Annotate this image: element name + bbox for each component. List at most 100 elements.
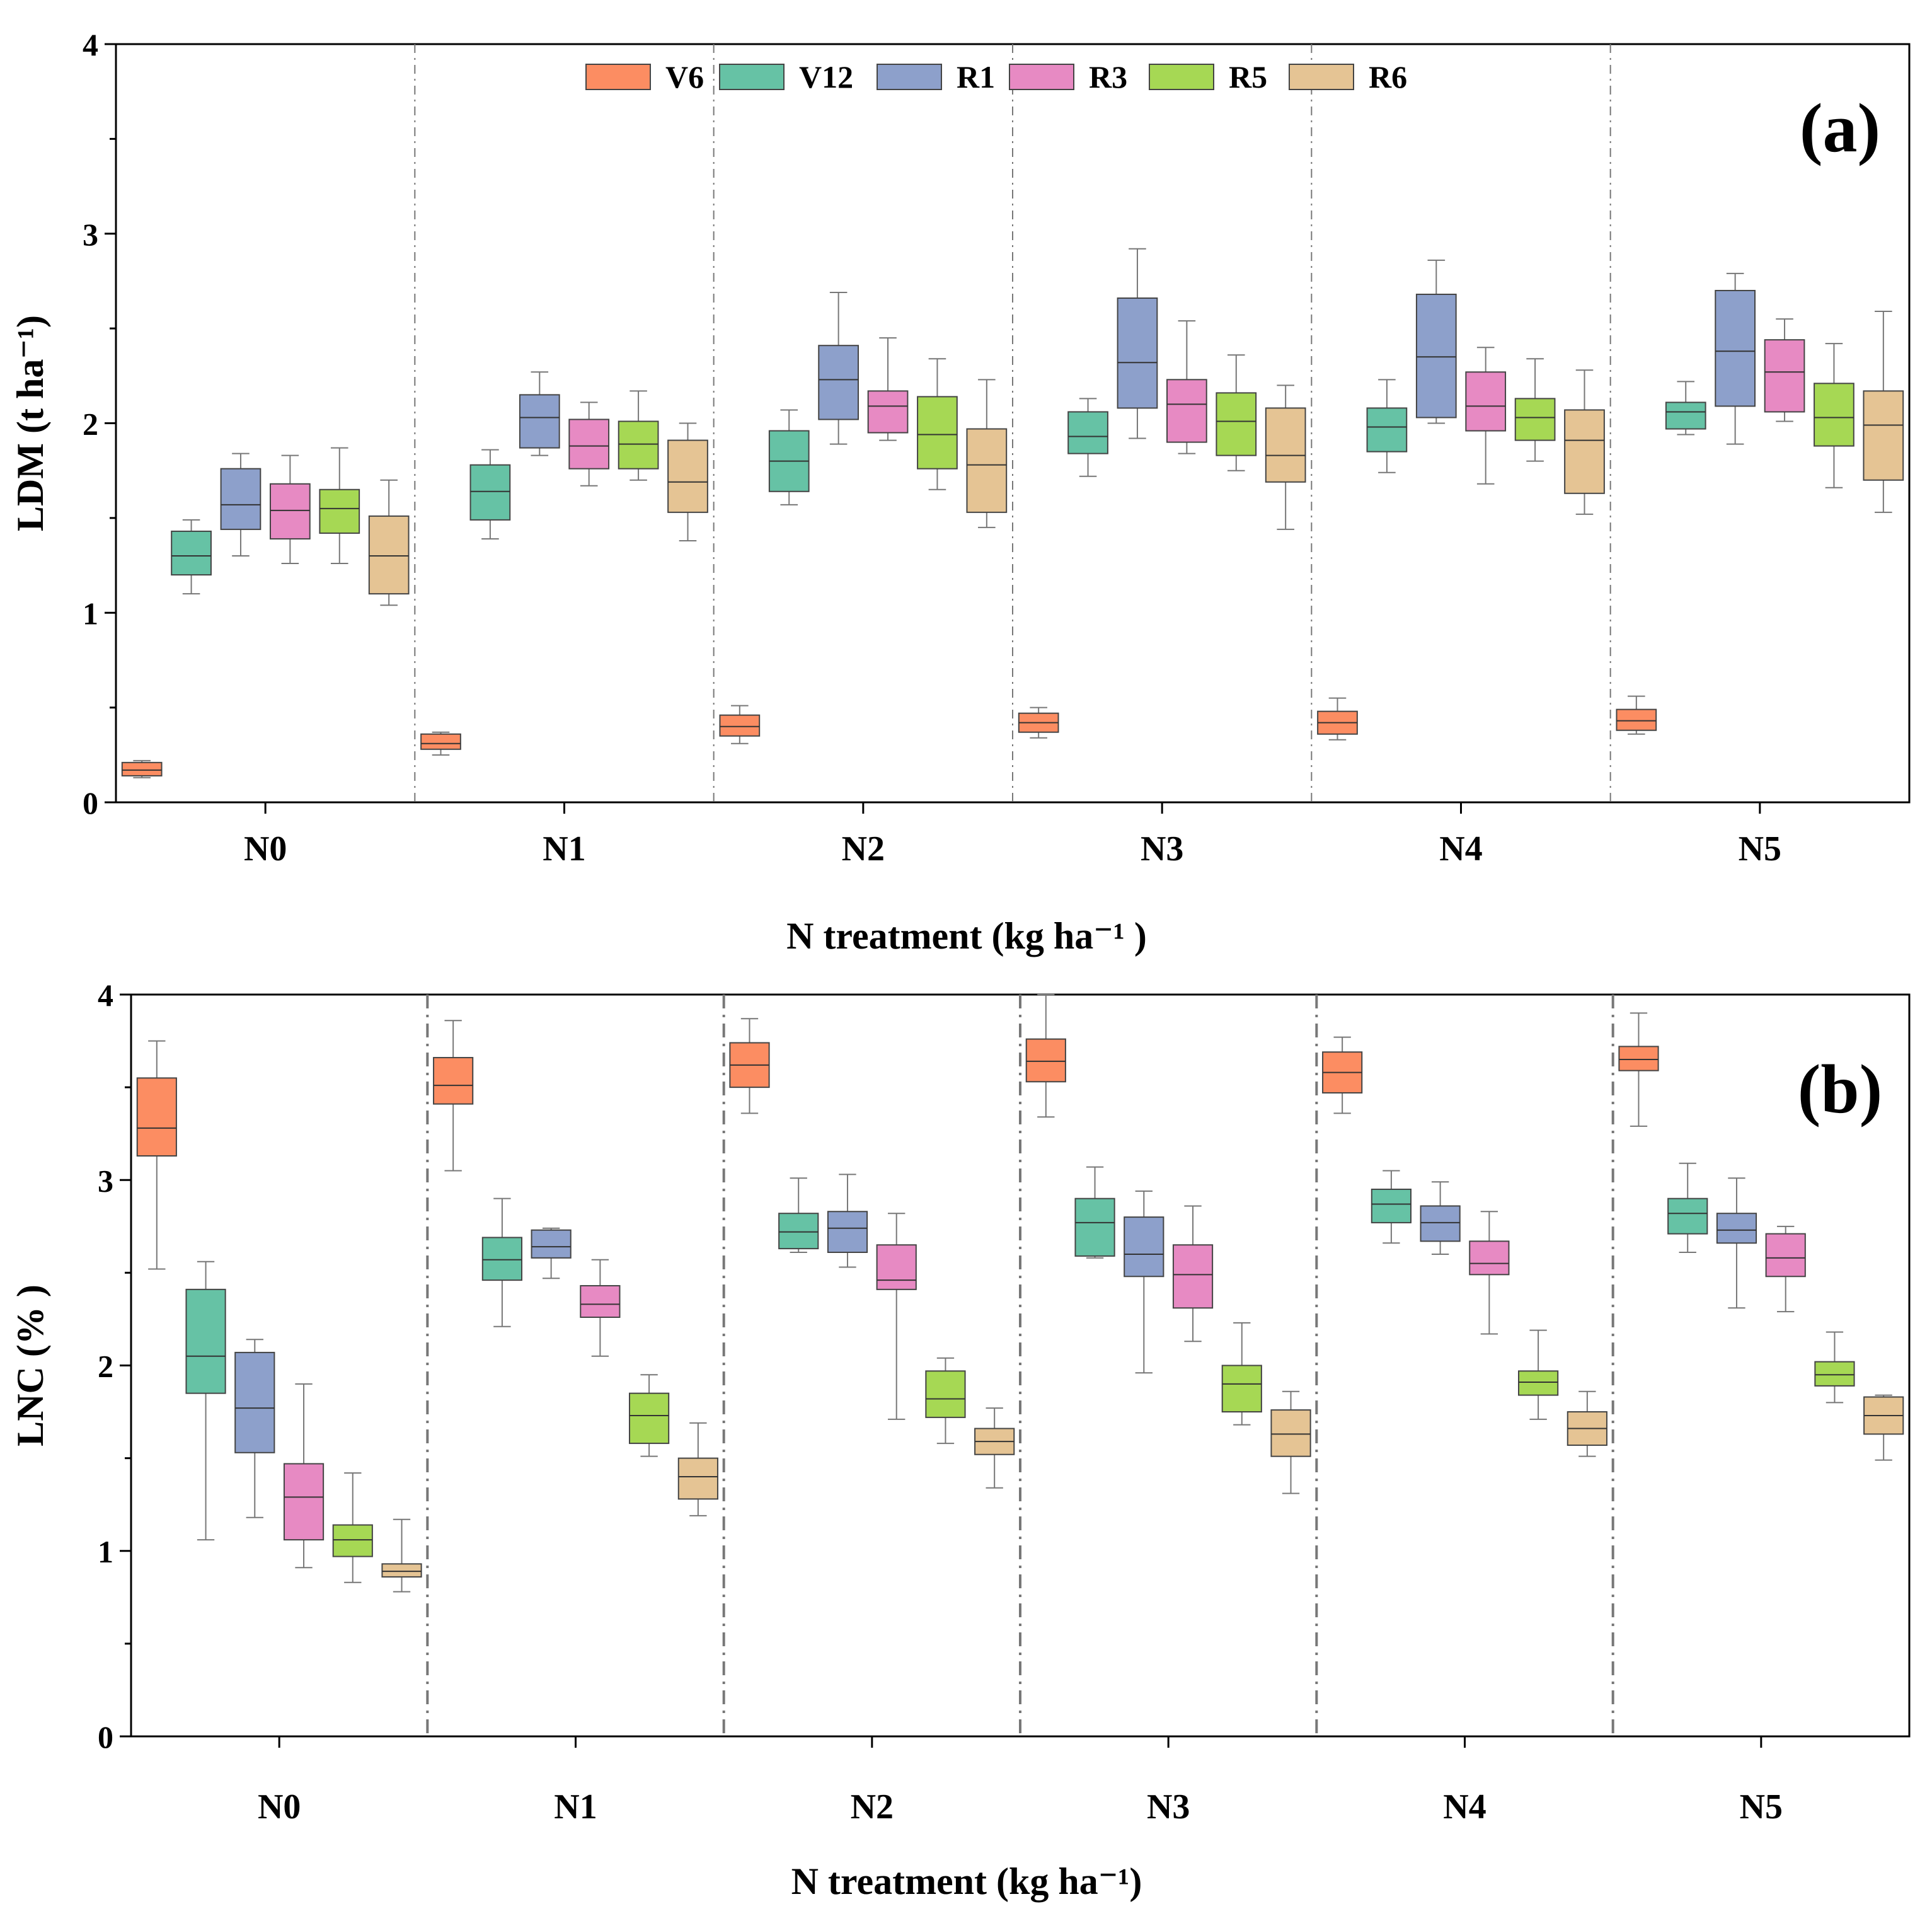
box-r1-n3: [1124, 1190, 1164, 1374]
y-tick-label: 1: [83, 596, 98, 631]
x-tick-label-n3: N3: [1147, 1787, 1190, 1827]
legend-label: R1: [957, 59, 995, 95]
box-iqr: [1270, 1409, 1311, 1457]
box-iqr: [1863, 390, 1904, 481]
box-v6-n4: [1322, 1036, 1363, 1114]
box-v6-n0: [136, 1040, 177, 1270]
box-v12-n1: [469, 449, 511, 540]
legend-swatch: [1009, 64, 1074, 90]
box-v6-n3: [1018, 707, 1059, 739]
box-v6-n3: [1025, 994, 1066, 1118]
box-r5-n1: [629, 1374, 670, 1457]
legend-label: R5: [1229, 59, 1267, 95]
panel-label: (a): [1800, 89, 1880, 166]
box-iqr: [966, 428, 1008, 513]
box-r3-n0: [270, 454, 311, 565]
panel-a: 0 1 2 3 4 N0 N1 N2 N3 N4 N5 (a) N treatment (kg ha⁻¹…: [9, 27, 1911, 957]
box-iqr: [917, 396, 958, 470]
box-r3-n3: [1172, 1205, 1214, 1342]
box-r3-n0: [283, 1383, 325, 1569]
box-iqr: [420, 733, 461, 750]
box-r5-n5: [1814, 1331, 1855, 1404]
box-v12-n5: [1667, 1162, 1708, 1254]
box-r6-n1: [667, 422, 708, 541]
legend-swatch: [719, 64, 785, 90]
box-iqr: [1518, 1370, 1559, 1396]
box-iqr: [1469, 1240, 1510, 1276]
box-iqr: [220, 468, 262, 530]
box-v6-n1: [433, 1020, 474, 1172]
box-iqr: [136, 1077, 177, 1157]
box-iqr: [433, 1057, 474, 1105]
box-r5-n0: [319, 447, 360, 565]
legend: V6 V12 R1 R3 R5 R6: [585, 59, 1407, 95]
y-tick-label: 4: [98, 978, 113, 1013]
box-v12-n4: [1366, 379, 1408, 473]
box-iqr: [778, 1213, 819, 1250]
y-axis-label: LNC (% ): [9, 1284, 51, 1446]
box-iqr: [1465, 371, 1507, 432]
box-v12-n0: [171, 519, 212, 595]
box-iqr: [469, 464, 511, 521]
box-v12-n0: [185, 1261, 226, 1541]
panel-b: 0 1 2 3 4 N0 N1 N2 N3 N4 N5 (b) N treatment (kg ha⁻¹…: [9, 978, 1911, 1902]
box-r6-n2: [966, 379, 1008, 528]
y-tick-label: 4: [83, 27, 98, 62]
y-tick-label: 1: [98, 1534, 113, 1569]
box-iqr: [121, 761, 163, 776]
legend-item-r3: R3: [1009, 59, 1127, 95]
box-iqr: [1074, 1198, 1115, 1257]
box-iqr: [580, 1284, 621, 1318]
legend-item-v12: V12: [719, 59, 853, 95]
x-tick-label-n4: N4: [1439, 829, 1482, 869]
legend-item-r6: R6: [1289, 59, 1407, 95]
legend-swatch: [1289, 64, 1354, 90]
box-iqr: [1124, 1216, 1164, 1278]
x-tick-label-n0: N0: [244, 829, 287, 869]
box-r3-n4: [1469, 1211, 1510, 1335]
box-iqr: [1420, 1205, 1461, 1242]
box-iqr: [618, 420, 659, 470]
legend-label: V6: [665, 59, 704, 95]
x-tick-label-n3: N3: [1141, 829, 1183, 869]
box-iqr: [1667, 1198, 1708, 1235]
box-r1-n2: [818, 291, 859, 445]
x-axis-label: N treatment (kg ha⁻¹ ): [786, 915, 1147, 957]
box-iqr: [381, 1563, 422, 1578]
box-iqr: [1371, 1188, 1412, 1223]
box-r5-n2: [925, 1357, 966, 1445]
x-tick-label-n5: N5: [1739, 829, 1781, 869]
x-axis-label: N treatment (kg ha⁻¹): [791, 1861, 1142, 1902]
box-r1-n2: [827, 1174, 868, 1268]
box-iqr: [1564, 409, 1605, 494]
box-iqr: [1067, 411, 1108, 454]
box-r6-n3: [1265, 384, 1306, 530]
legend-item-r5: R5: [1149, 59, 1267, 95]
box-r1-n5: [1716, 1177, 1757, 1309]
box-v12-n3: [1074, 1166, 1115, 1259]
box-r5-n1: [618, 390, 659, 481]
y-tick-label: 0: [83, 785, 98, 821]
box-iqr: [1366, 407, 1408, 453]
box-r5-n2: [917, 358, 958, 490]
box-r6-n5: [1863, 311, 1904, 513]
legend-item-v6: V6: [585, 59, 704, 95]
box-r6-n0: [381, 1518, 422, 1593]
box-iqr: [270, 483, 311, 540]
box-iqr: [925, 1370, 966, 1418]
box-iqr: [531, 1229, 572, 1259]
legend-label: R3: [1089, 59, 1127, 95]
box-r5-n3: [1221, 1322, 1262, 1426]
box-iqr: [368, 515, 410, 595]
box-iqr: [719, 714, 761, 737]
box-r3-n3: [1166, 320, 1207, 454]
box-iqr: [332, 1524, 373, 1557]
legend-label: R6: [1369, 59, 1407, 95]
legend-swatch: [877, 64, 942, 90]
legend-swatch: [1149, 64, 1214, 90]
box-r6-n3: [1270, 1390, 1311, 1494]
box-v6-n5: [1618, 1012, 1659, 1127]
y-axis-label: LDM (t ha⁻¹): [9, 315, 51, 531]
legend-swatch: [585, 64, 651, 90]
